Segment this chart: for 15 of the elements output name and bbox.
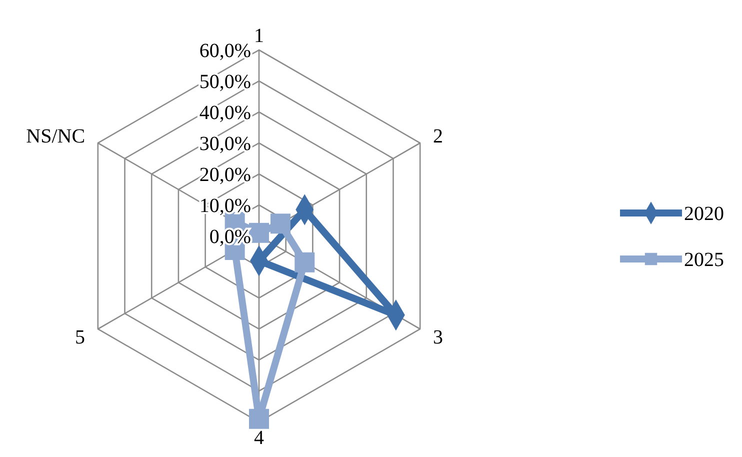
spoke-label: 1 (254, 25, 264, 48)
y-tick-label: 50,0% (199, 71, 251, 93)
y-tick-label: 60,0% (199, 40, 251, 62)
spoke-label: 5 (75, 326, 86, 348)
y-tick-label: 40,0% (199, 102, 251, 124)
spoke-label: 2 (432, 126, 443, 148)
legend-label: 2025 (684, 249, 724, 271)
y-tick-label: 30,0% (199, 133, 251, 155)
spoke-label: NS/NC (26, 126, 86, 148)
y-tick-label: 0,0% (209, 226, 251, 248)
y-tick-label: 20,0% (199, 164, 251, 186)
spoke-label: 3 (432, 326, 443, 348)
legend-label: 2020 (684, 203, 724, 225)
y-tick-label: 10,0% (199, 195, 251, 217)
spoke-label: 4 (254, 426, 264, 449)
